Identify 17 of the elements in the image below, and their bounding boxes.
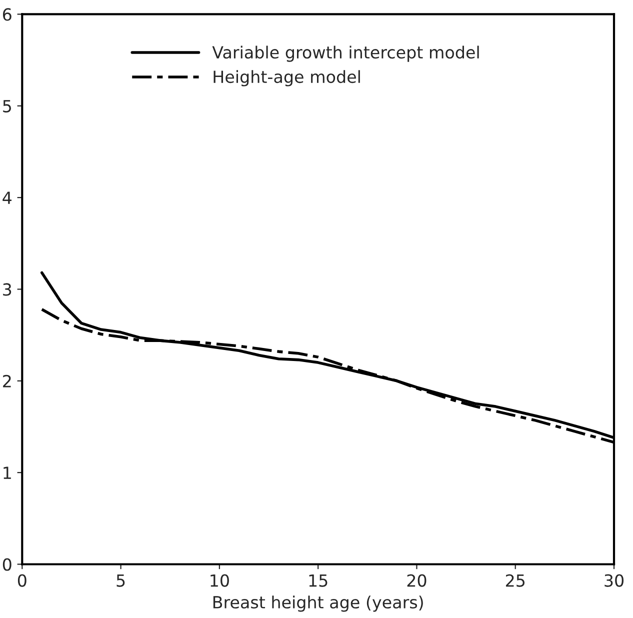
y-tick-label: 0 (2, 558, 12, 571)
y-tick-label: 4 (2, 192, 12, 204)
x-tick-label: 10 (210, 574, 229, 587)
legend-label: Height-age model (214, 70, 360, 86)
y-tick-label: 6 (2, 8, 12, 21)
x-axis-title: Breast height age (years) (213, 596, 423, 612)
y-tick-label: 5 (3, 100, 11, 112)
x-tick-label: 5 (116, 574, 125, 587)
y-tick-label: 3 (3, 283, 12, 296)
x-tick-label: 15 (309, 574, 328, 587)
y-tick-label: 1 (4, 466, 11, 479)
y-tick-label: 2 (3, 374, 11, 388)
x-tick-label: 20 (407, 574, 426, 587)
x-tick-label: 0 (18, 574, 26, 587)
x-tick-label: 30 (604, 574, 624, 587)
x-tick-label: 25 (506, 574, 525, 587)
legend-label: Variable growth intercept model (212, 46, 479, 62)
